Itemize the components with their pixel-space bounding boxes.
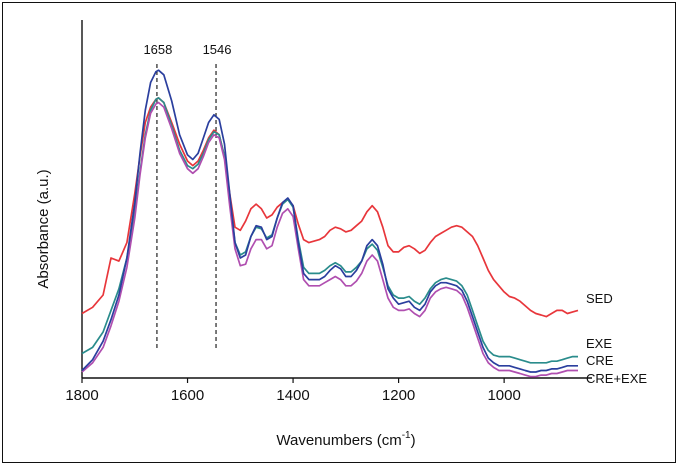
y-axis-title: Absorbance (a.u.) [35,169,52,288]
x-tick-label: 1800 [65,387,98,404]
series-line-sed [81,97,579,318]
series-label-cre: CRE [586,353,614,368]
x-axis-title-superscript: -1 [402,430,411,441]
series-line-cre-plus-exe [81,101,578,378]
x-tick-label: 1600 [171,387,204,404]
x-tick-label: 1200 [382,387,415,404]
peak-label: 1546 [203,42,232,57]
series-line-exe [81,69,578,373]
axes: 1800 1600 1400 1200 1000 [65,20,592,404]
series-label-exe: EXE [586,336,612,351]
peak-annotations: 1658 1546 [143,42,231,348]
x-axis-title-suffix: ) [411,432,416,449]
peak-label: 1658 [143,42,172,57]
x-tick-label: 1400 [276,387,309,404]
figure-frame [2,2,676,463]
x-axis-title-main: Wavenumbers (cm [276,432,401,449]
x-tick-label: 1000 [487,387,520,404]
series-lines [81,69,579,378]
series-label-sed: SED [586,291,613,306]
x-axis-title: Wavenumbers (cm-1) [276,430,415,449]
series-label-cre-plus-exe: CRE+EXE [586,371,647,386]
series-line-cre [81,97,578,364]
series-labels: SED EXE CRE CRE+EXE [586,291,647,386]
